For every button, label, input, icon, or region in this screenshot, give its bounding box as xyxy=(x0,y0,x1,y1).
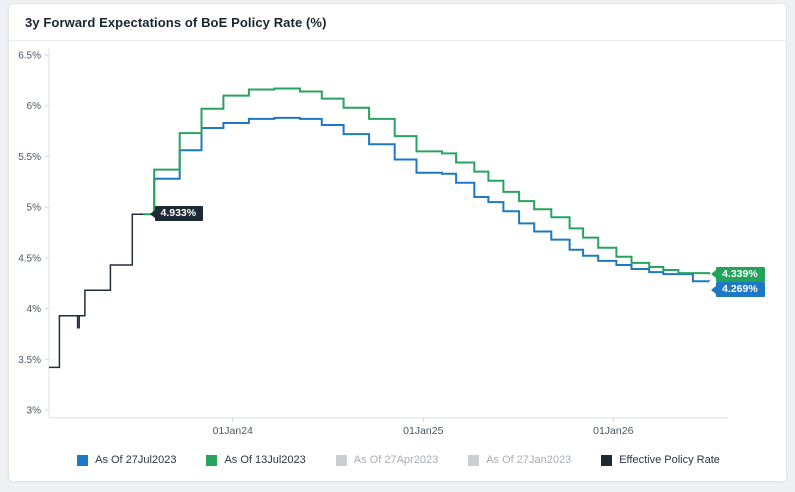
y-tick-label: 5.5% xyxy=(18,152,41,163)
y-tick-label: 5% xyxy=(27,203,42,214)
legend-item-as-of-27jan2023[interactable]: As Of 27Jan2023 xyxy=(468,454,571,466)
chart-region: 6.5% 6% 5.5% 5% 4.5% 4% 3.5% 3% 01Jan24 01Jan25 01… xyxy=(9,42,788,446)
end-label-as-of-27jul2023: 4.269% xyxy=(711,282,765,298)
legend-swatch-black xyxy=(601,454,613,466)
legend-label: As Of 27Jul2023 xyxy=(95,454,177,466)
chart-card: 3y Forward Expectations of BoE Policy Ra… xyxy=(8,3,787,482)
y-tick-label: 6.5% xyxy=(18,51,41,62)
y-tick-label: 4% xyxy=(27,304,42,315)
legend-swatch-gray-2 xyxy=(468,454,480,466)
y-tick-label: 4.5% xyxy=(18,253,41,264)
chart-header: 3y Forward Expectations of BoE Policy Ra… xyxy=(9,4,786,41)
legend-swatch-green xyxy=(206,454,218,466)
legend-item-as-of-27jul2023[interactable]: As Of 27Jul2023 xyxy=(77,454,176,466)
end-label-effective-policy-rate: 4.933% xyxy=(149,206,204,222)
series-line-effective-policy-rate[interactable] xyxy=(49,213,152,369)
y-tick-label: 6% xyxy=(27,101,42,112)
series-line-as-of-27jul2023[interactable] xyxy=(150,116,711,283)
policy-rate-chart[interactable]: 6.5% 6% 5.5% 5% 4.5% 4% 3.5% 3% 01Jan24 01Jan25 01… xyxy=(9,42,788,446)
legend-swatch-blue xyxy=(77,454,89,466)
y-tick-label: 3.5% xyxy=(18,355,41,366)
chart-title: 3y Forward Expectations of BoE Policy Ra… xyxy=(25,14,327,30)
y-tick-label: 3% xyxy=(27,406,42,417)
chart-legend: As Of 27Jul2023 As Of 13Jul2023 As Of 27… xyxy=(9,450,788,470)
legend-swatch-gray-1 xyxy=(335,454,347,466)
legend-item-as-of-13jul2023[interactable]: As Of 13Jul2023 xyxy=(206,454,306,466)
legend-item-as-of-27apr2023[interactable]: As Of 27Apr2023 xyxy=(335,454,439,466)
legend-label: Effective Policy Rate xyxy=(619,454,720,466)
x-tick-label: 01Jan24 xyxy=(213,425,253,437)
series-line-as-of-13jul2023[interactable] xyxy=(143,87,711,275)
legend-label: As Of 27Apr2023 xyxy=(353,454,439,466)
legend-label: As Of 27Jan2023 xyxy=(486,454,572,466)
x-tick-label: 01Jan25 xyxy=(403,425,443,437)
legend-item-effective-policy-rate[interactable]: Effective Policy Rate xyxy=(601,454,720,466)
x-tick-label: 01Jan26 xyxy=(593,425,633,437)
end-label-as-of-13jul2023: 4.339% xyxy=(711,266,765,282)
legend-label: As Of 13Jul2023 xyxy=(224,454,306,466)
